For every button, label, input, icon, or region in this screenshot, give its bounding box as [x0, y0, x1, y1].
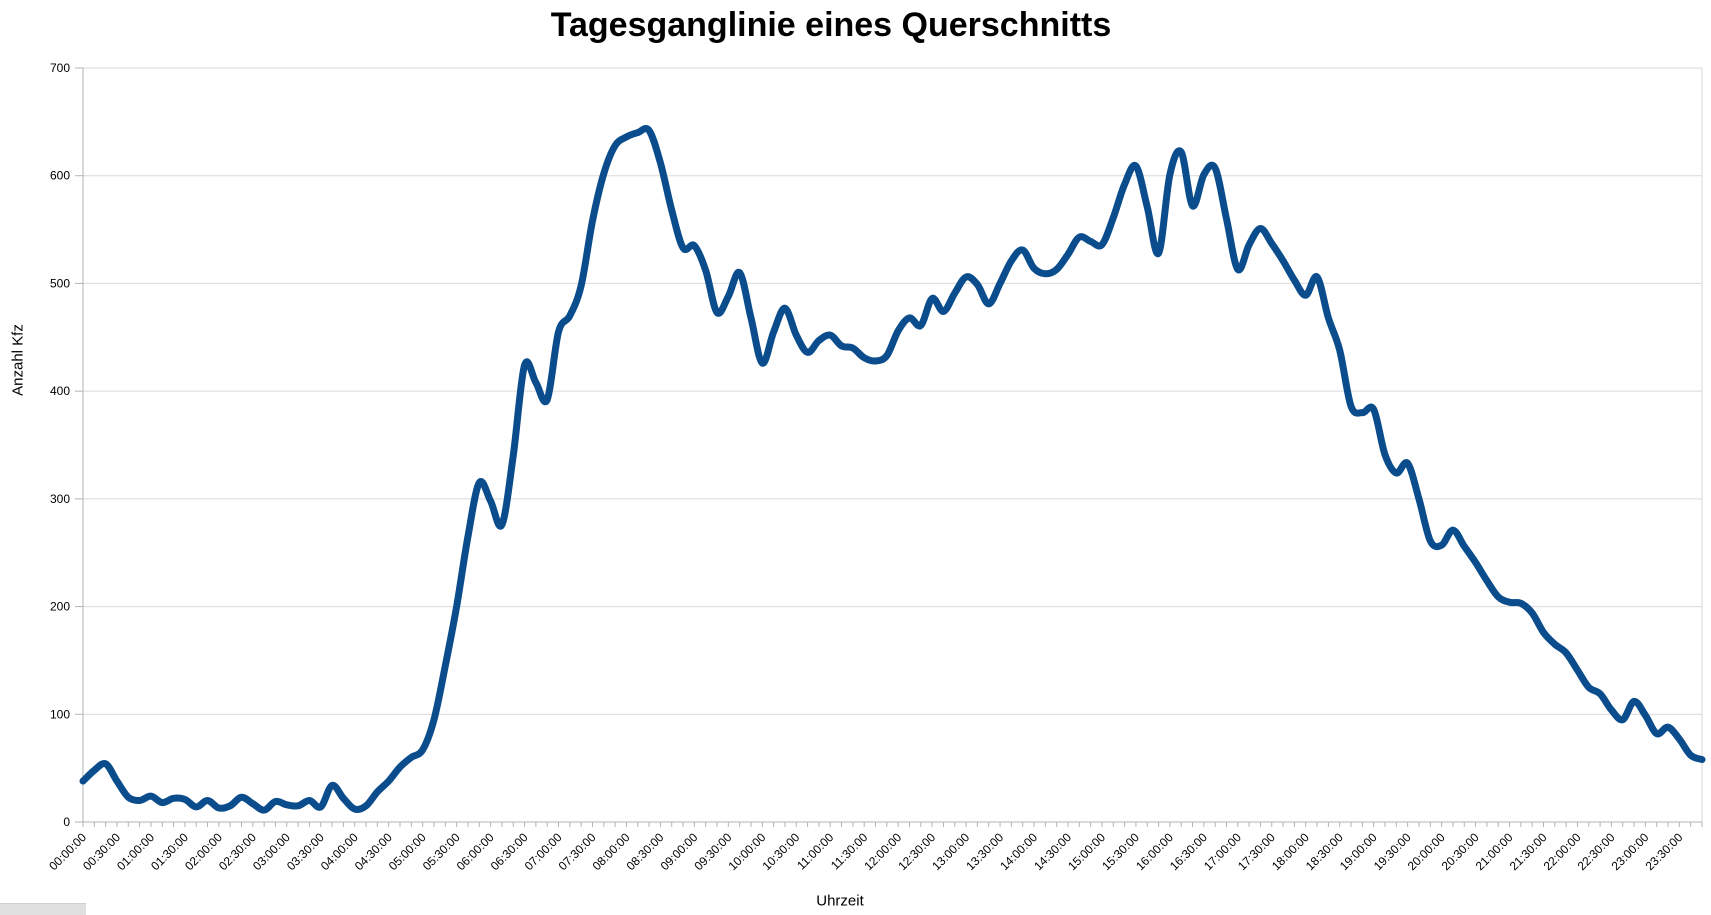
y-tick-label: 0	[63, 815, 70, 829]
y-tick-label: 100	[50, 707, 70, 721]
chart-title: Tagesganglinie eines Querschnitts	[550, 6, 1112, 44]
x-axis-title: Uhrzeit	[816, 892, 864, 910]
y-tick-label: 600	[50, 169, 70, 183]
x-tick-label: 10:30:00	[759, 830, 802, 873]
y-tick-label: 500	[50, 276, 70, 290]
y-tick-label: 300	[50, 492, 70, 506]
cutoff-ui-fragment	[0, 903, 86, 915]
y-tick-label: 700	[50, 61, 70, 75]
x-tick-label: 23:30:00	[1643, 830, 1686, 873]
y-tick-label: 400	[50, 384, 70, 398]
traffic-line-series	[79, 125, 1706, 814]
y-tick-label: 200	[50, 600, 70, 614]
